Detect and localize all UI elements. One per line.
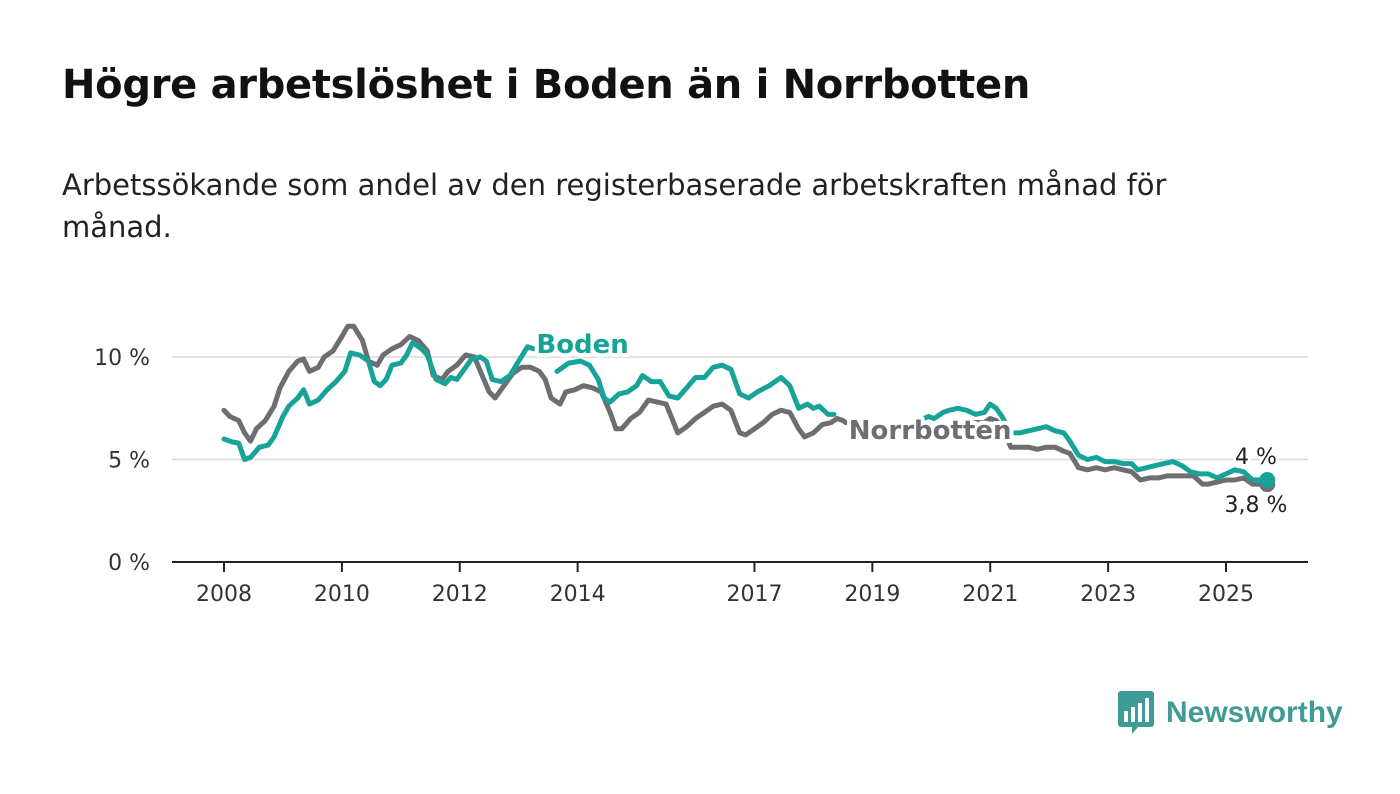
axis-layer: 0 % 5 % 10 % 2008 2010 2012 2014 2017 2019 2021 20…	[94, 346, 1308, 607]
y-tick-label: 10 %	[94, 346, 150, 371]
label-layer: Boden Norrbotten 4 % 3,8 %	[532, 326, 1290, 521]
end-label-boden: 4 %	[1235, 445, 1277, 470]
series-layer	[221, 323, 1276, 493]
series-line-norrbotten	[221, 323, 849, 444]
x-tick-label: 2025	[1198, 582, 1254, 607]
x-tick-label: 2008	[196, 582, 252, 607]
end-point-boden	[1259, 472, 1276, 488]
series-line-boden	[908, 401, 1270, 483]
logo-text: Newsworthy	[1166, 696, 1343, 729]
bar-chart-speech-bubble-icon	[1118, 691, 1154, 734]
x-tick-label: 2021	[962, 582, 1018, 607]
y-tick-label: 0 %	[108, 551, 150, 576]
series-label-boden: Boden	[536, 330, 628, 360]
x-tick-label: 2014	[550, 582, 606, 607]
series-line-boden	[554, 358, 837, 417]
x-tick-label: 2019	[844, 582, 900, 607]
series-label-norrbotten: Norrbotten	[849, 416, 1012, 446]
x-tick-label: 2017	[726, 582, 782, 607]
series-line-boden	[221, 340, 536, 462]
end-label-norrbotten: 3,8 %	[1225, 493, 1288, 518]
y-tick-label: 5 %	[108, 449, 150, 474]
newsworthy-logo: Newsworthy	[1118, 690, 1343, 736]
chart-title: Högre arbetslöshet i Boden än i Norrbott…	[62, 62, 1031, 108]
chart-subtitle: Arbetssökande som andel av den registerb…	[62, 168, 1167, 244]
x-tick-label: 2012	[432, 582, 488, 607]
x-tick-label: 2023	[1080, 582, 1136, 607]
x-tick-label: 2010	[314, 582, 370, 607]
series-line-norrbotten	[967, 416, 1270, 487]
